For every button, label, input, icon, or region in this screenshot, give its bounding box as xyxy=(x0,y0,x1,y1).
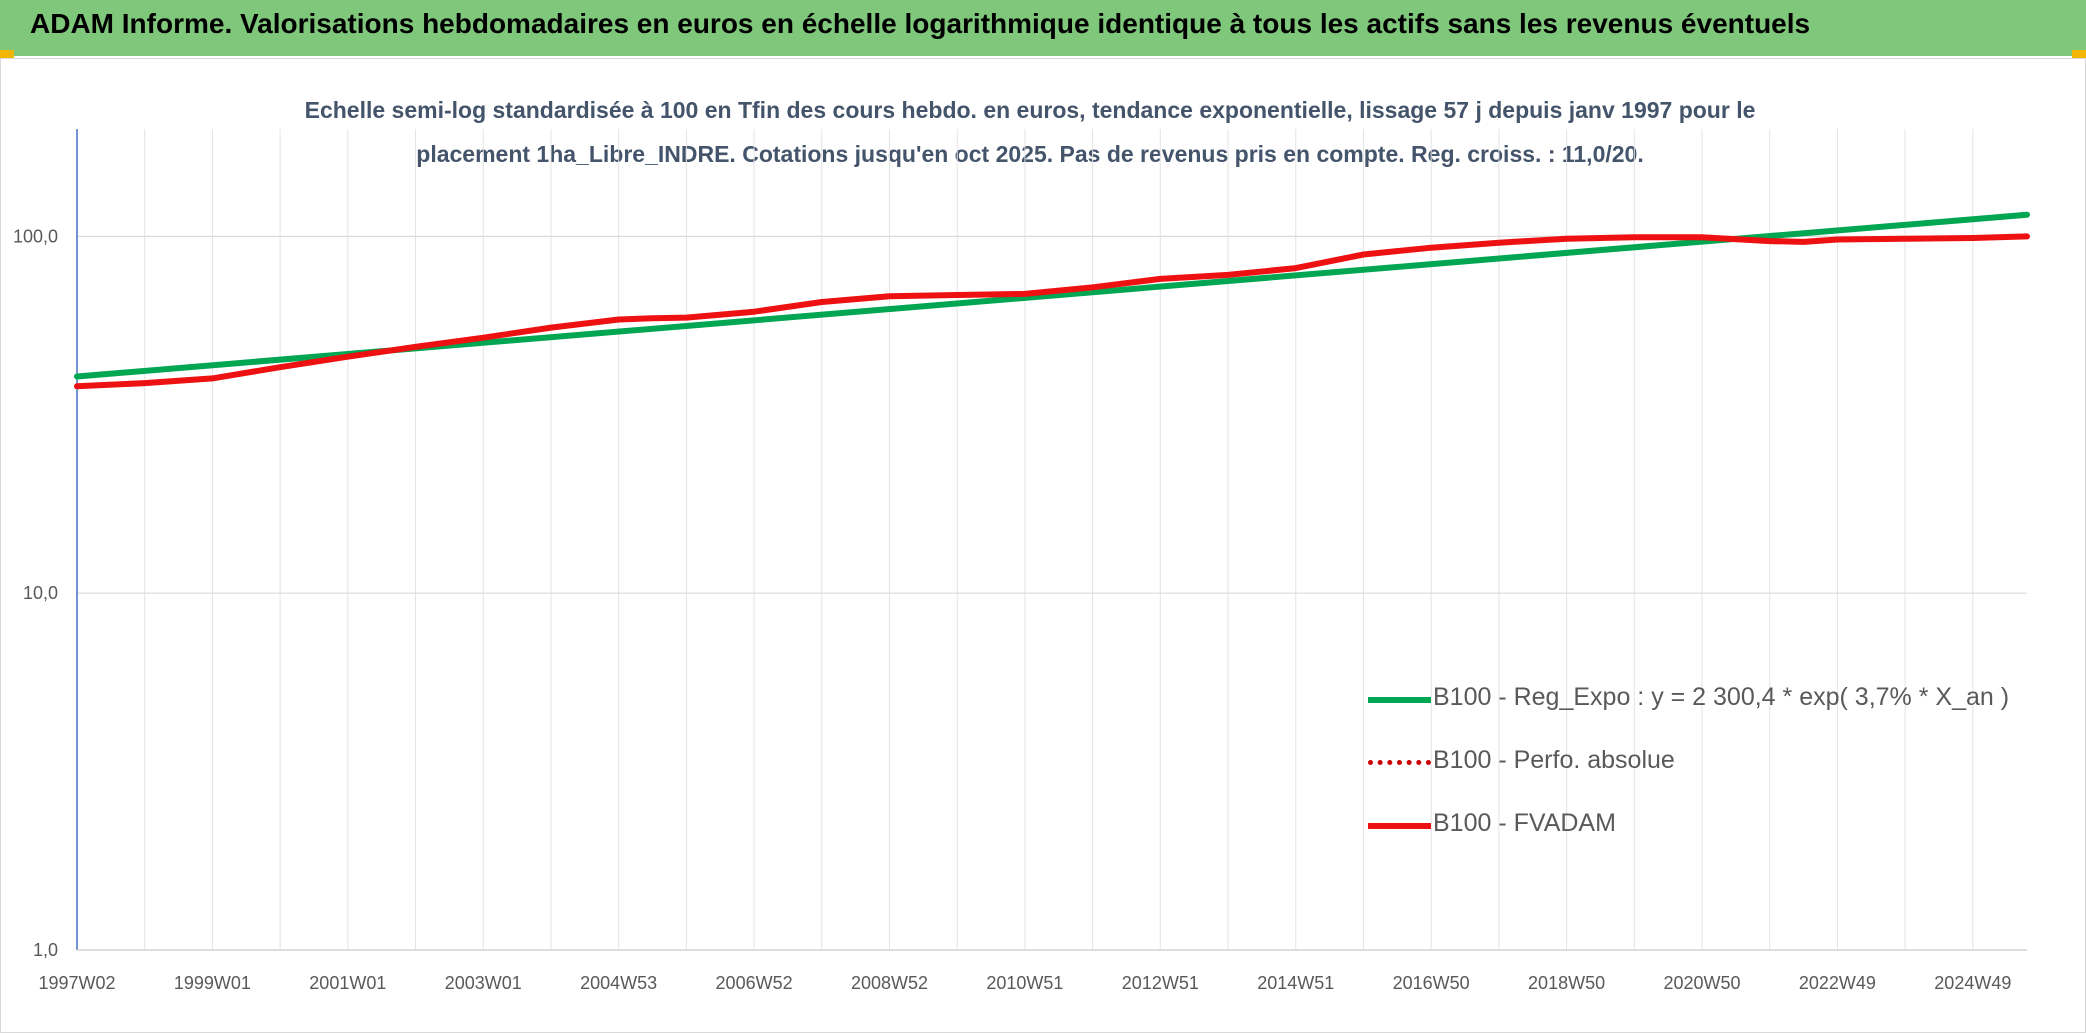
y-tick-label: 10,0 xyxy=(23,583,58,603)
legend-swatch xyxy=(1368,760,1431,765)
x-tick-label: 2004W53 xyxy=(580,973,657,993)
x-tick-label: 2014W51 xyxy=(1257,973,1334,993)
x-tick-label: 2003W01 xyxy=(445,973,522,993)
x-tick-label: 2016W50 xyxy=(1393,973,1470,993)
header-bar: ADAM Informe. Valorisations hebdomadaire… xyxy=(0,0,2086,56)
legend-label: B100 - FVADAM xyxy=(1433,809,1616,837)
chart-title: Echelle semi-log standardisée à 100 en T… xyxy=(304,97,1756,167)
x-tick-label: 1999W01 xyxy=(174,973,251,993)
x-tick-label: 2012W51 xyxy=(1122,973,1199,993)
x-tick-label: 2001W01 xyxy=(309,973,386,993)
legend-label: B100 - Perfo. absolue xyxy=(1433,746,1675,774)
series-line-2 xyxy=(74,233,2030,390)
y-tick-label: 1,0 xyxy=(33,940,58,960)
x-tick-label: 2022W49 xyxy=(1799,973,1876,993)
x-tick-label: 2006W52 xyxy=(716,973,793,993)
x-tick-label: 2018W50 xyxy=(1528,973,1605,993)
page-title: ADAM Informe. Valorisations hebdomadaire… xyxy=(30,8,1811,39)
x-tick-label: 1997W02 xyxy=(38,973,115,993)
x-tick-label: 2024W49 xyxy=(1934,973,2011,993)
x-tick-label: 2008W52 xyxy=(851,973,928,993)
y-tick-label: 100,0 xyxy=(13,226,58,246)
legend-swatch xyxy=(1368,697,1431,703)
legend-label: B100 - Reg_Expo : y = 2 300,4 * exp( 3,7… xyxy=(1433,683,2010,711)
x-tick-label: 2020W50 xyxy=(1663,973,1740,993)
x-tick-label: 2010W51 xyxy=(986,973,1063,993)
legend-swatch xyxy=(1368,823,1431,829)
